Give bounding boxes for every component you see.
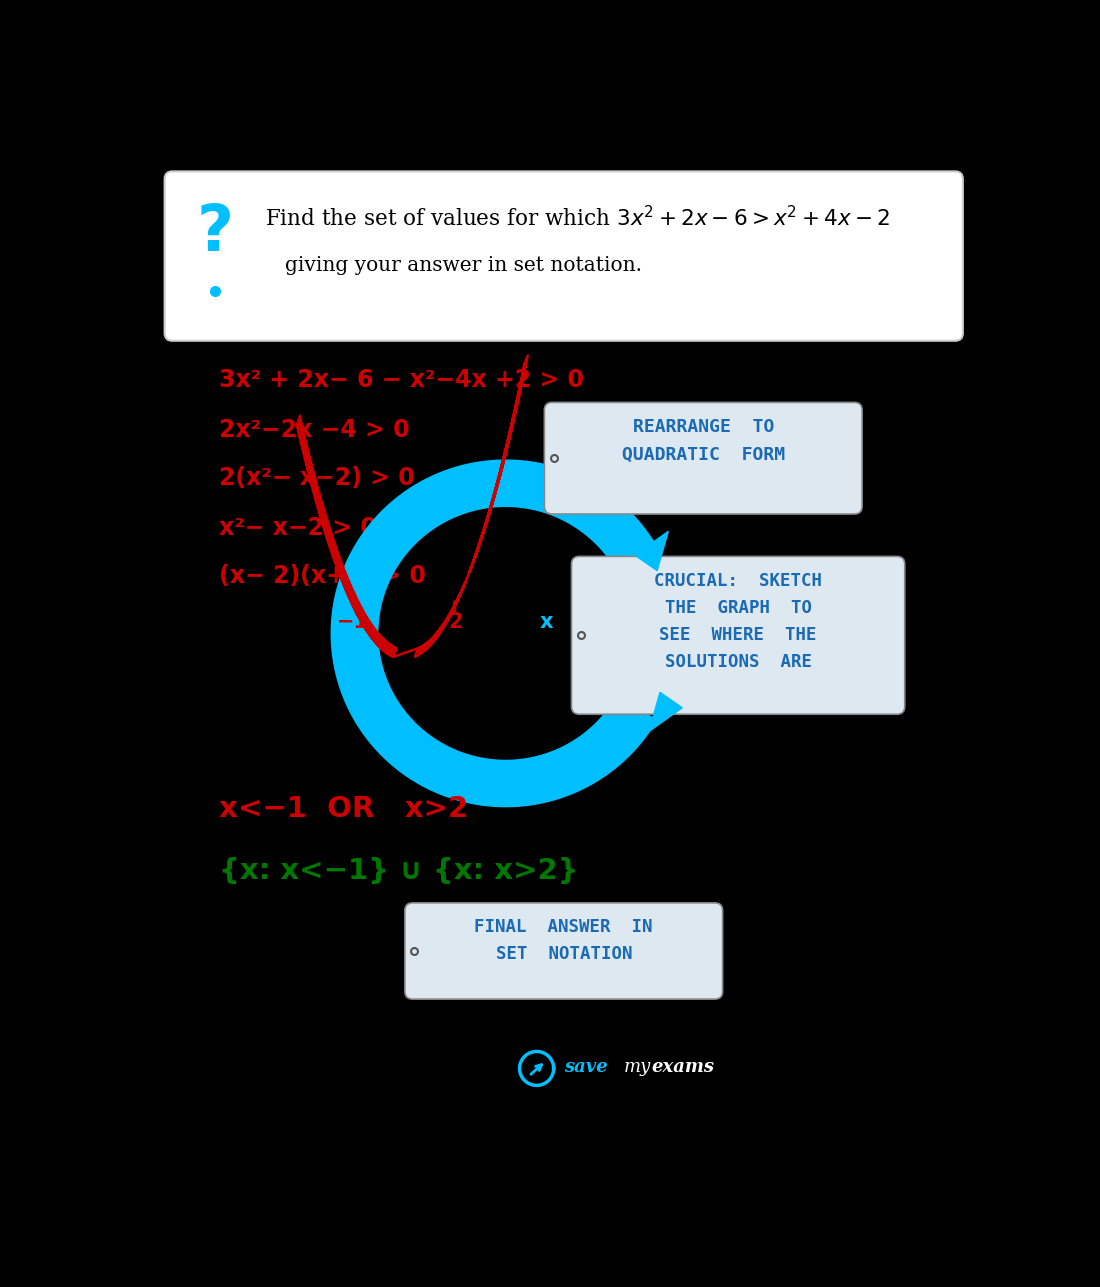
Text: x: x — [540, 611, 553, 632]
Text: FINAL  ANSWER  IN
SET  NOTATION: FINAL ANSWER IN SET NOTATION — [474, 919, 653, 964]
Text: x²− x−2 > 0: x²− x−2 > 0 — [219, 516, 376, 539]
Text: x<−1  OR   x>2: x<−1 OR x>2 — [219, 795, 468, 824]
Text: 2(x²− x−2) > 0: 2(x²− x−2) > 0 — [219, 466, 415, 490]
Text: CRUCIAL:  SKETCH
THE  GRAPH  TO
SEE  WHERE  THE
SOLUTIONS  ARE: CRUCIAL: SKETCH THE GRAPH TO SEE WHERE T… — [654, 571, 822, 671]
Text: 3x² + 2x− 6 − x²−4x +2 > 0: 3x² + 2x− 6 − x²−4x +2 > 0 — [219, 368, 584, 391]
Polygon shape — [649, 692, 682, 731]
Text: −1: −1 — [337, 611, 368, 632]
Text: giving your answer in set notation.: giving your answer in set notation. — [285, 256, 641, 275]
FancyBboxPatch shape — [165, 171, 962, 341]
Text: (x− 2)(x+1) > 0: (x− 2)(x+1) > 0 — [219, 564, 426, 588]
Text: my: my — [624, 1058, 651, 1076]
Polygon shape — [635, 532, 669, 570]
Text: 2: 2 — [449, 611, 463, 632]
Text: Find the set of values for which $3x^2 + 2x - 6 > x^2 + 4x - 2$: Find the set of values for which $3x^2 +… — [265, 206, 890, 232]
FancyBboxPatch shape — [544, 403, 862, 514]
FancyBboxPatch shape — [405, 903, 723, 999]
Text: save: save — [563, 1058, 607, 1076]
Text: 2x²−2x −4 > 0: 2x²−2x −4 > 0 — [219, 418, 409, 441]
Text: {x: x<−1} ∪ {x: x>2}: {x: x<−1} ∪ {x: x>2} — [219, 857, 579, 884]
Text: REARRANGE  TO
QUADRATIC  FORM: REARRANGE TO QUADRATIC FORM — [621, 418, 784, 463]
Polygon shape — [331, 461, 657, 807]
Text: exams: exams — [651, 1058, 714, 1076]
Text: ?: ? — [197, 202, 233, 264]
FancyBboxPatch shape — [572, 556, 904, 714]
